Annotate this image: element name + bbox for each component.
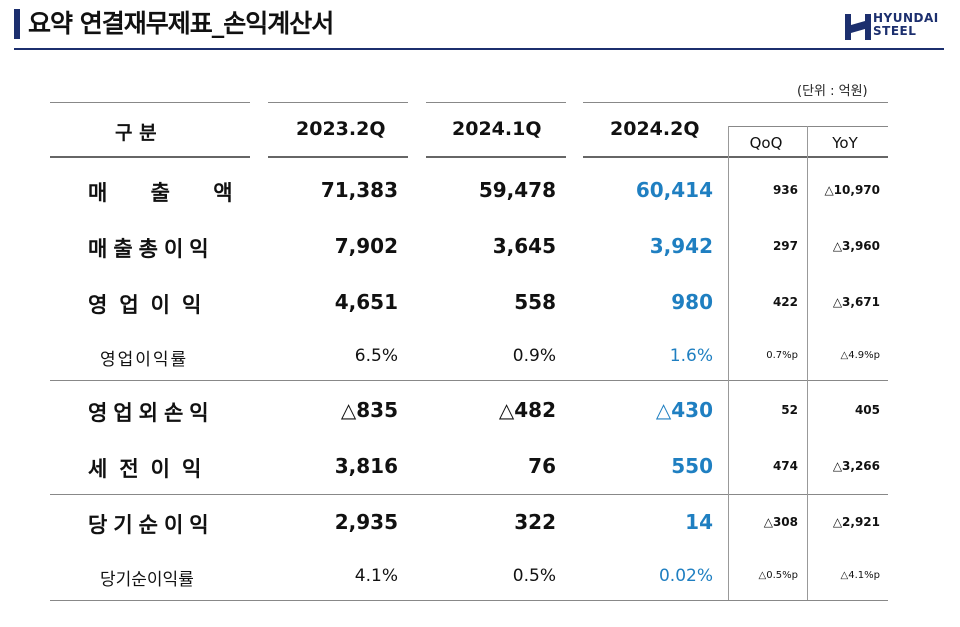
cell-pretax-income-qoq: 474 — [772, 459, 798, 473]
header-top-line — [426, 102, 566, 103]
title-accent-bar — [14, 9, 20, 39]
cell-net-margin-qoq: △0.5%p — [758, 570, 798, 581]
row-label-operating-margin: 영업이익률 — [100, 350, 189, 370]
header-2024-1q: 2024.1Q — [452, 118, 542, 140]
section-divider — [50, 494, 888, 495]
row-label-operating-profit: 영업이익 — [88, 293, 214, 317]
cell-non-operating-yoy: 405 — [854, 403, 880, 417]
header-2023-2q: 2023.2Q — [296, 118, 386, 140]
header-bottom-line — [50, 156, 250, 158]
header-top-line — [50, 102, 250, 103]
cell-non-operating-2023-2q: △835 — [340, 398, 398, 422]
cell-net-margin-2023-2q: 4.1% — [354, 566, 398, 586]
logo-line1: HYUNDAI — [873, 11, 939, 25]
cell-net-income-qoq: △308 — [763, 515, 798, 529]
subheader-line — [728, 126, 888, 127]
cell-operating-margin-2024-2q: 1.6% — [669, 346, 713, 366]
qoq-left-border — [728, 126, 729, 600]
yoy-left-border — [807, 126, 808, 600]
cell-operating-margin-2024-1q: 0.9% — [512, 346, 556, 366]
header-bottom-line — [583, 156, 888, 158]
cell-operating-profit-2023-2q: 4,651 — [334, 290, 398, 314]
page-title: 요약 연결재무제표_손익계산서 — [28, 9, 334, 38]
cell-pretax-income-2024-2q: 550 — [671, 454, 713, 478]
cell-gross-profit-2024-2q: 3,942 — [649, 234, 713, 258]
cell-net-margin-yoy: △4.1%p — [840, 570, 880, 581]
header-category: 구 분 — [115, 122, 157, 144]
cell-operating-profit-yoy: △3,671 — [832, 295, 880, 309]
cell-revenue-2023-2q: 71,383 — [320, 178, 398, 202]
cell-gross-profit-2023-2q: 7,902 — [334, 234, 398, 258]
cell-operating-margin-yoy: △4.9%p — [840, 350, 880, 361]
row-label-gross-profit: 매출총이익 — [88, 237, 215, 261]
cell-revenue-2024-1q: 59,478 — [478, 178, 556, 202]
unit-label: (단위 : 억원) — [797, 84, 868, 99]
cell-pretax-income-2024-1q: 76 — [528, 454, 556, 478]
cell-non-operating-qoq: 52 — [781, 403, 798, 417]
cell-operating-profit-2024-2q: 980 — [671, 290, 713, 314]
section-divider — [50, 380, 888, 381]
row-label-non-operating: 영업외손익 — [88, 401, 215, 425]
cell-revenue-qoq: 936 — [772, 183, 798, 197]
cell-net-income-2023-2q: 2,935 — [334, 510, 398, 534]
hyundai-steel-logo — [845, 14, 871, 40]
cell-operating-profit-qoq: 422 — [772, 295, 798, 309]
cell-net-income-2024-1q: 322 — [514, 510, 556, 534]
cell-operating-profit-2024-1q: 558 — [514, 290, 556, 314]
header-divider — [14, 48, 944, 50]
row-label-pretax-income: 세전이익 — [88, 457, 214, 481]
logo-text: HYUNDAI STEEL — [873, 12, 939, 38]
cell-gross-profit-qoq: 297 — [772, 239, 798, 253]
cell-non-operating-2024-2q: △430 — [655, 398, 713, 422]
cell-gross-profit-yoy: △3,960 — [832, 239, 880, 253]
cell-net-income-2024-2q: 14 — [685, 510, 713, 534]
row-label-revenue: 매 출 액 — [88, 181, 251, 205]
cell-gross-profit-2024-1q: 3,645 — [492, 234, 556, 258]
logo-mark-icon — [845, 14, 871, 40]
cell-net-income-yoy: △2,921 — [832, 515, 880, 529]
cell-revenue-yoy: △10,970 — [824, 183, 880, 197]
cell-pretax-income-yoy: △3,266 — [832, 459, 880, 473]
header-top-line — [268, 102, 408, 103]
cell-operating-margin-qoq: 0.7%p — [766, 350, 798, 361]
cell-net-margin-2024-1q: 0.5% — [512, 566, 556, 586]
header-2024-2q: 2024.2Q — [610, 118, 700, 140]
logo-line2: STEEL — [873, 24, 917, 38]
table-bottom-line — [50, 600, 888, 601]
cell-pretax-income-2023-2q: 3,816 — [334, 454, 398, 478]
header-top-line — [583, 102, 888, 103]
header-bottom-line — [426, 156, 566, 158]
header-bottom-line — [268, 156, 408, 158]
row-label-net-income: 당기순이익 — [88, 513, 215, 537]
cell-revenue-2024-2q: 60,414 — [635, 178, 713, 202]
header-qoq: QoQ — [749, 134, 783, 152]
row-label-net-margin: 당기순이익률 — [100, 570, 194, 590]
cell-non-operating-2024-1q: △482 — [498, 398, 556, 422]
header-yoy: YoY — [832, 134, 858, 152]
cell-operating-margin-2023-2q: 6.5% — [354, 346, 398, 366]
cell-net-margin-2024-2q: 0.02% — [658, 566, 713, 586]
